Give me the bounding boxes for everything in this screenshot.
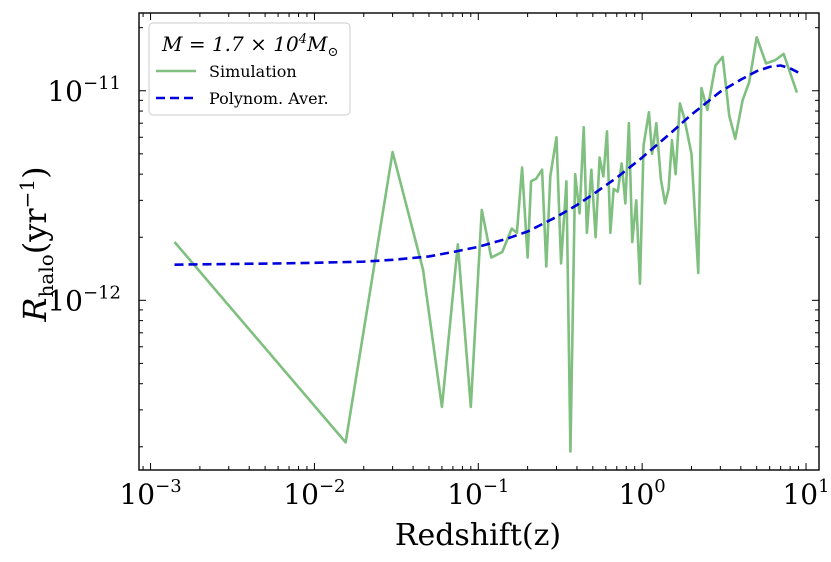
- legend-label-polynom-aver: Polynom. Aver.: [209, 89, 329, 108]
- legend-box: [148, 22, 351, 116]
- ticks-layer: 10−3 10−2 10−1 100 101 10−12 10−11: [47, 13, 830, 511]
- legend-label-simulation: Simulation: [209, 62, 297, 81]
- x-tick-label: 10−2: [283, 476, 345, 511]
- x-tick-label: 10−1: [447, 476, 509, 511]
- y-axis-label-subscript: halo: [34, 254, 58, 297]
- y-axis-label-symbol: R: [16, 297, 54, 322]
- legend: M = 1.7 × 104M⊙ Simulation Polynom. Aver…: [148, 22, 351, 116]
- y-axis-label: Rhalo(yr−1): [15, 166, 58, 322]
- y-tick-label: 10−11: [47, 73, 121, 108]
- x-tick-label: 10−3: [119, 476, 181, 511]
- y-tick-label: 10−12: [47, 282, 121, 317]
- legend-title-sub: ⊙: [327, 45, 338, 60]
- plot-frame: [138, 12, 820, 471]
- legend-title-exp: 4: [298, 32, 307, 47]
- series-line-simulation: [173, 35, 799, 453]
- x-tick-label: 101: [782, 476, 829, 511]
- y-axis-label-units-exp: −1: [15, 179, 39, 208]
- x-axis-label: Redshift(z): [395, 518, 561, 553]
- series-line-polynom-aver: [174, 64, 800, 266]
- legend-title: M = 1.7 × 104M⊙: [161, 32, 338, 60]
- x-tick-label: 100: [619, 476, 666, 511]
- y-axis-label-units: (yr: [16, 208, 54, 255]
- y-axis-label-units-close: ): [16, 166, 54, 178]
- legend-title-mass: M: [306, 32, 328, 56]
- series-layer: [173, 35, 800, 453]
